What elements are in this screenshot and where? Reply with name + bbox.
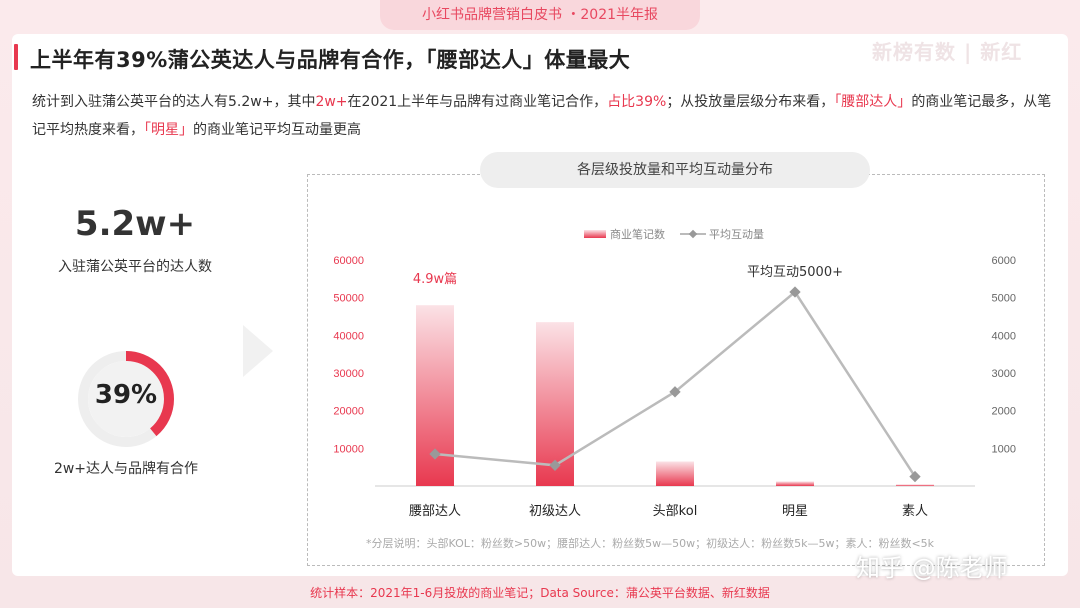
percent-label: 2w+达人与品牌有合作 <box>53 461 199 477</box>
zhihu-watermark: 知乎 @陈老师 <box>856 554 1008 582</box>
desc-text-1: 统计到入驻蒲公英平台的达人有5.2w+，其中 <box>32 94 316 110</box>
annotation-bar-top: 4.9w篇 <box>413 272 457 287</box>
y-right-tick-label: 3000 <box>992 368 1016 380</box>
category-label: 初级达人 <box>529 504 581 519</box>
desc-highlight-2: 占比39% <box>607 94 667 110</box>
page-title: 上半年有39%蒲公英达人与品牌有合作，「腰部达人」体量最大 <box>30 48 631 72</box>
title-accent-bar <box>14 44 18 70</box>
line-series-avg-interaction <box>434 290 917 478</box>
brand-watermark: 新榜有数 | 新红 <box>872 40 1023 64</box>
y-left-tick-label: 10000 <box>333 443 364 455</box>
description-paragraph: 统计到入驻蒲公英平台的达人有5.2w+，其中2w+在2021上半年与品牌有过商业… <box>32 88 1052 144</box>
y-left-tick-label: 30000 <box>333 368 364 380</box>
data-source-footer: 统计样本：2021年1-6月投放的商业笔记；Data Source：蒲公英平台数… <box>310 586 770 600</box>
category-label: 头部kol <box>653 504 698 519</box>
y-left-tick-label: 50000 <box>333 293 364 305</box>
desc-text-5: 的商业笔记平均互动量更高 <box>193 122 361 138</box>
category-label: 素人 <box>902 504 928 519</box>
desc-text-2: 在2021上半年与品牌有过商业笔记合作， <box>347 94 608 110</box>
desc-text-4: 的商业笔记最多，从笔记平均热度来看， <box>32 94 1052 138</box>
legend-bar-swatch <box>584 230 606 238</box>
line-point <box>909 470 921 483</box>
y-right-tick-label: 2000 <box>992 406 1016 418</box>
y-left-tick-label: 40000 <box>333 330 364 342</box>
category-label: 明星 <box>782 504 808 519</box>
percent-ring-arc <box>78 351 174 447</box>
desc-highlight-4: 「明星」 <box>144 122 193 138</box>
line-point <box>429 448 441 460</box>
bar <box>776 481 814 486</box>
bar <box>896 484 934 486</box>
chart-footnote: *分层说明：头部KOL：粉丝数>50w；腰部达人：粉丝数5w—50w；初级达人：… <box>366 537 935 550</box>
category-label: 腰部达人 <box>409 504 461 519</box>
total-creators-label: 入驻蒲公英平台的达人数 <box>58 259 212 275</box>
desc-highlight-3: 「腰部达人」 <box>834 94 912 110</box>
y-right-tick-label: 1000 <box>992 443 1016 455</box>
y-right-tick-label: 4000 <box>992 330 1016 342</box>
total-creators-value: 5.2w+ <box>74 204 196 244</box>
y-left-tick-label: 60000 <box>333 255 364 267</box>
legend-bar-label: 商业笔记数 <box>610 227 665 241</box>
y-left-tick-label: 20000 <box>333 406 364 418</box>
report-header: 小红书品牌营销白皮书 ・2021半年报 <box>380 0 700 30</box>
desc-text-3: ；从投放量层级分布来看， <box>666 94 835 110</box>
percent-value: 39% <box>94 380 158 410</box>
line-point <box>669 386 681 398</box>
y-right-tick-label: 5000 <box>992 293 1016 305</box>
line-point <box>789 286 801 298</box>
y-right-tick-label: 6000 <box>992 255 1016 267</box>
chevron-right-icon <box>243 325 273 377</box>
chart-title: 各层级投放量和平均互动量分布 <box>480 152 870 188</box>
legend-line-marker <box>688 229 698 239</box>
bar <box>656 461 694 486</box>
line-point <box>549 459 561 471</box>
percent-ring <box>78 351 174 447</box>
desc-highlight-1: 2w+ <box>315 94 348 110</box>
annotation-line-peak: 平均互动5000+ <box>747 265 843 280</box>
percent-ring-inner <box>88 361 164 437</box>
legend-line-label: 平均互动量 <box>709 228 764 241</box>
